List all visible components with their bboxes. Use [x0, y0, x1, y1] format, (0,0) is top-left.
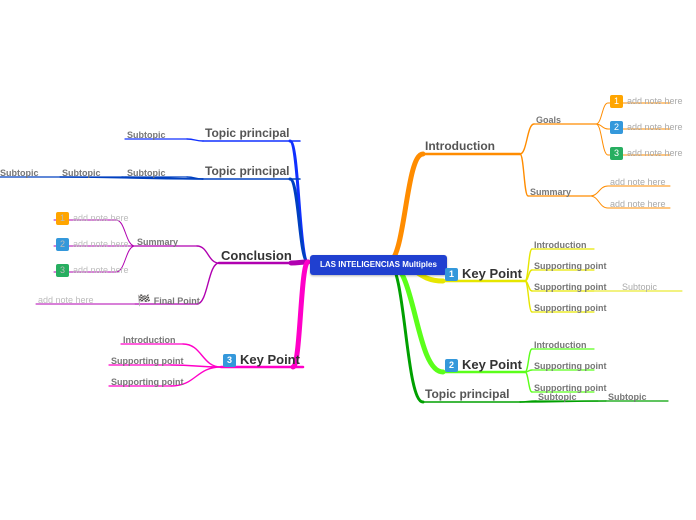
leaf-node[interactable]: Subtopic: [622, 283, 657, 292]
branch-concl[interactable]: Conclusion: [221, 249, 292, 262]
subnode[interactable]: Supporting point: [534, 362, 606, 371]
subnode[interactable]: Supporting point: [111, 357, 183, 366]
subnode[interactable]: Supporting point: [111, 378, 183, 387]
branch-tpL2[interactable]: Topic principal: [205, 165, 289, 177]
branch-intro[interactable]: Introduction: [425, 140, 495, 152]
subnode[interactable]: 🏁Final Point: [137, 296, 200, 307]
leaf-node[interactable]: 1add note here: [610, 95, 683, 108]
branch-kp2[interactable]: 2Key Point: [445, 358, 522, 372]
leaf-node[interactable]: add note here: [610, 200, 666, 209]
subnode[interactable]: Subtopic: [0, 169, 39, 178]
leaf-node[interactable]: 2add note here: [610, 121, 683, 134]
subnode[interactable]: Summary: [137, 238, 178, 247]
leaf-node[interactable]: add note here: [610, 178, 666, 187]
center-node[interactable]: LAS INTELIGENCIAS Multiples: [310, 255, 447, 275]
leaf-node[interactable]: 2add note here: [56, 238, 129, 251]
subnode[interactable]: Subtopic: [127, 169, 166, 178]
subnode[interactable]: Subtopic: [608, 393, 647, 402]
leaf-node[interactable]: 3add note here: [56, 264, 129, 277]
leaf-node[interactable]: 1add note here: [56, 212, 129, 225]
subnode[interactable]: Introduction: [534, 241, 587, 250]
branch-kp3[interactable]: 3Key Point: [223, 353, 300, 367]
subnode[interactable]: Supporting point: [534, 283, 606, 292]
subnode[interactable]: Subtopic: [62, 169, 101, 178]
subnode[interactable]: Goals: [536, 116, 561, 125]
branch-tpL1[interactable]: Topic principal: [205, 127, 289, 139]
subnode[interactable]: Subtopic: [127, 131, 166, 140]
subnode[interactable]: Supporting point: [534, 262, 606, 271]
subnode[interactable]: Summary: [530, 188, 571, 197]
subnode[interactable]: Introduction: [123, 336, 176, 345]
branch-tpR[interactable]: Topic principal: [425, 388, 509, 400]
subnode[interactable]: Introduction: [534, 341, 587, 350]
leaf-node[interactable]: 3add note here: [610, 147, 683, 160]
subnode[interactable]: Subtopic: [538, 393, 577, 402]
subnode[interactable]: Supporting point: [534, 304, 606, 313]
branch-kp1[interactable]: 1Key Point: [445, 267, 522, 281]
leaf-node[interactable]: add note here: [38, 296, 94, 305]
